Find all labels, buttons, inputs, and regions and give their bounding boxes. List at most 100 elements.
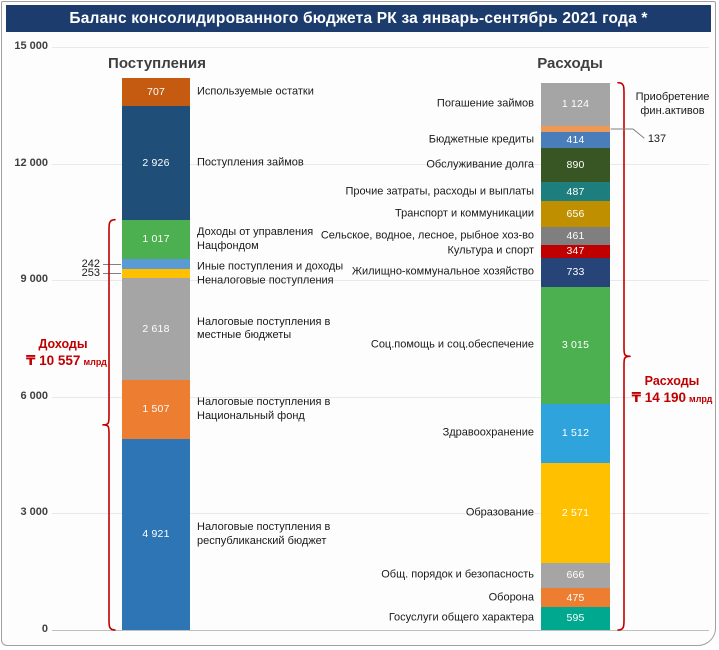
y-axis-tick-label: 12 000 [14, 156, 48, 169]
bar-segment: 1 507 [122, 380, 190, 439]
segment-category-label: Оборона [488, 591, 534, 604]
segment-value: 733 [566, 266, 585, 279]
segment-category-label: Здравоохранение [442, 426, 534, 439]
leader-line [103, 263, 121, 265]
segment-value-outside: 253 [81, 267, 100, 280]
segment-category-label: Налоговые поступления в республиканский … [197, 521, 331, 547]
y-axis-tick-label: 9 000 [20, 273, 48, 286]
bar-segment: 733 [541, 258, 610, 287]
segment-value: 595 [566, 612, 585, 625]
y-axis-tick-label: 6 000 [20, 389, 48, 402]
segment-value: 347 [566, 245, 585, 258]
bar-segment: 4 921 [122, 438, 190, 630]
segment-value: 656 [566, 208, 585, 221]
total-amount-value: ₸ 10 557 [26, 353, 81, 368]
bar-segment: 656 [541, 201, 610, 227]
segment-category-label: Бюджетные кредиты [428, 133, 534, 146]
bar-segment: 3 015 [541, 286, 610, 404]
bar-segment: 666 [541, 562, 610, 589]
segment-category-label: Общ. порядок и безопасность [381, 568, 534, 581]
fin-assets-callout-label: Приобретение фин.активов [635, 91, 710, 117]
segment-category-label: Налоговые поступления в Национальный фон… [197, 396, 331, 422]
segment-category-label: Иные поступления и доходы [197, 260, 344, 273]
total-amount-unit: млрд [83, 357, 107, 367]
total-amount-value: ₸ 14 190 [631, 390, 687, 405]
segment-category-label: Прочие затраты, расходы и выплаты [345, 185, 534, 198]
segment-category-label: Поступления займов [197, 156, 304, 169]
segment-value: 4 921 [142, 528, 170, 541]
bar-segment: 707 [122, 78, 190, 106]
bar-segment: 1 124 [541, 82, 610, 127]
gridline [52, 630, 709, 631]
segment-category-label: Транспорт и коммуникации [395, 207, 534, 220]
bar-segment: 2 926 [122, 105, 190, 220]
bar-segment: 2 571 [541, 462, 610, 563]
bar-segment: 1 512 [541, 403, 610, 463]
chart-title: Баланс консолидированного бюджета РК за … [69, 9, 648, 27]
segment-value: 2 618 [142, 323, 170, 336]
title-bar: Баланс консолидированного бюджета РК за … [6, 5, 711, 32]
bar-segment: 347 [541, 244, 610, 259]
segment-value: 707 [146, 86, 166, 99]
column-header-expenditures: Расходы [537, 55, 603, 72]
segment-value: 414 [566, 133, 585, 146]
y-axis-tick-label: 0 [41, 623, 48, 635]
bar-segment [541, 126, 610, 132]
segment-value: 1 124 [561, 98, 590, 111]
segment-category-label: Неналоговые поступления [197, 274, 334, 287]
segment-value-outside: 242 [81, 257, 100, 270]
segment-category-label: Жилищно-коммунальное хозяйство [351, 265, 534, 278]
segment-category-label: Доходы от управления Нацфондом [197, 226, 314, 252]
expenditures-stacked-bar: 595 475 666 2 571 1 512 3 015 733 347 461 656 487 8… [541, 47, 610, 630]
gridline [52, 163, 709, 165]
segment-category-label: Соц.помощь и соц.обеспечение [370, 338, 534, 351]
expenditures-total-title: Расходы [644, 374, 700, 388]
bar-segment: 890 [541, 147, 610, 183]
gridline [52, 396, 709, 398]
bar-segment [122, 259, 190, 269]
bar-segment: 475 [541, 588, 610, 607]
bar-segment: 414 [541, 131, 610, 148]
expenditures-total-amount: ₸ 14 190 млрд [629, 390, 715, 406]
segment-category-label: Налоговые поступления в местные бюджеты [197, 316, 331, 342]
gridline [52, 47, 709, 48]
bar-segment: 1 017 [122, 219, 190, 260]
bar-segment: 487 [541, 182, 610, 202]
segment-value: 2 926 [142, 156, 170, 169]
segment-category-label: Используемые остатки [197, 85, 314, 98]
segment-value: 1 507 [142, 403, 170, 416]
y-axis-tick-label: 3 000 [20, 506, 48, 519]
bar-segment: 595 [541, 606, 610, 630]
segment-value: 1 017 [142, 233, 170, 246]
segment-value: 3 015 [561, 339, 590, 352]
receipts-stacked-bar: 4 921 1 507 2 618 1 017 2 926 707 [122, 47, 190, 630]
y-axis-tick-label: 15 000 [14, 40, 48, 52]
receipts-total: Доходы ₸ 10 557 млрд [26, 337, 107, 369]
segment-value: 890 [566, 159, 585, 172]
leader-line [103, 273, 121, 275]
segment-category-label: Обслуживание долга [426, 158, 534, 171]
segment-value: 461 [566, 229, 585, 242]
segment-category-label: Госуслуги общего характера [388, 611, 534, 624]
bar-segment [122, 268, 190, 279]
segment-value: 487 [566, 185, 585, 198]
total-amount-unit: млрд [689, 394, 713, 404]
segment-value: 1 512 [561, 427, 590, 440]
segment-value: 666 [566, 569, 585, 582]
segment-category-label: Погашение займов [436, 97, 534, 110]
segment-category-label: Образование [465, 505, 534, 518]
expenditures-total: Расходы ₸ 14 190 млрд [629, 374, 715, 406]
gridline [52, 513, 709, 515]
receipts-total-title: Доходы [38, 337, 88, 351]
segment-value: 2 571 [561, 506, 590, 519]
segment-category-label: Сельское, водное, лесное, рыбное хоз-во [320, 229, 534, 242]
bar-segment: 2 618 [122, 278, 190, 381]
gridline [52, 280, 709, 282]
fin-assets-callout-value: 137 [647, 133, 667, 145]
bar-segment: 461 [541, 226, 610, 245]
column-header-receipts: Поступления [108, 55, 206, 72]
segment-value: 475 [566, 591, 585, 604]
receipts-total-amount: ₸ 10 557 млрд [26, 353, 107, 369]
